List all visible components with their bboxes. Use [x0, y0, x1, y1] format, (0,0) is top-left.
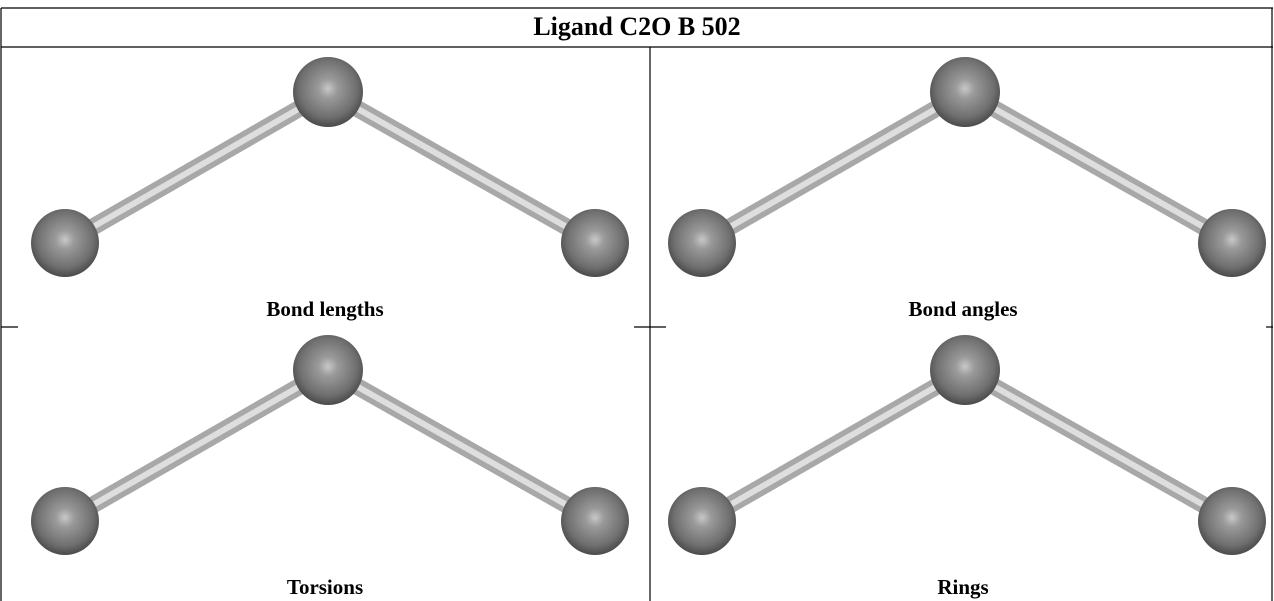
panel-label: Rings — [937, 575, 988, 599]
molecule-image — [31, 57, 629, 277]
title: Ligand C2O B 502 — [533, 12, 740, 41]
page: Ligand C2O B 502 Bond lengths Bond angle… — [0, 0, 1274, 601]
table-rules — [1, 8, 1273, 601]
panel-label: Torsions — [287, 575, 363, 599]
panel-label: Bond angles — [908, 297, 1017, 321]
panel-label: Bond lengths — [266, 297, 383, 321]
molecule-image — [668, 335, 1266, 555]
molecule-image — [668, 57, 1266, 277]
molecule-images — [31, 57, 1266, 555]
molecule-image — [31, 335, 629, 555]
